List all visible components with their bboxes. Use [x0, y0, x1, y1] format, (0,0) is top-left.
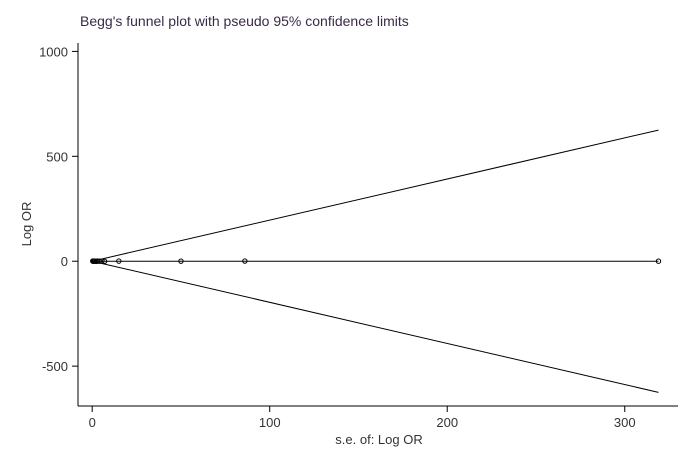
data-point — [96, 258, 103, 264]
data-point — [242, 258, 248, 264]
reference-lines — [92, 129, 659, 393]
data-point — [99, 258, 105, 264]
data-point — [655, 258, 662, 264]
x-tick-label: 200 — [436, 415, 458, 430]
x-tick-label: 0 — [89, 415, 96, 430]
x-tick-label: 100 — [259, 415, 281, 430]
x-axis-label: s.e. of: Log OR — [335, 432, 422, 447]
y-tick-label: -500 — [42, 359, 68, 374]
data-point — [101, 258, 108, 264]
y-axis-ticks: -500 0 500 1000 — [39, 44, 78, 374]
y-tick-label: 500 — [46, 149, 68, 164]
upper-confidence-limit-line — [92, 129, 659, 262]
x-axis-ticks: 0 100 200 300 — [89, 406, 636, 430]
x-tick-label: 300 — [614, 415, 636, 430]
chart-title: Begg's funnel plot with pseudo 95% confi… — [80, 13, 409, 29]
y-tick-label: 1000 — [39, 44, 68, 59]
y-axis-label: Log OR — [19, 202, 34, 247]
data-points — [90, 258, 662, 265]
lower-confidence-limit-line — [92, 260, 659, 393]
data-point — [116, 258, 122, 264]
y-tick-label: 0 — [61, 254, 68, 269]
data-point — [178, 258, 184, 264]
